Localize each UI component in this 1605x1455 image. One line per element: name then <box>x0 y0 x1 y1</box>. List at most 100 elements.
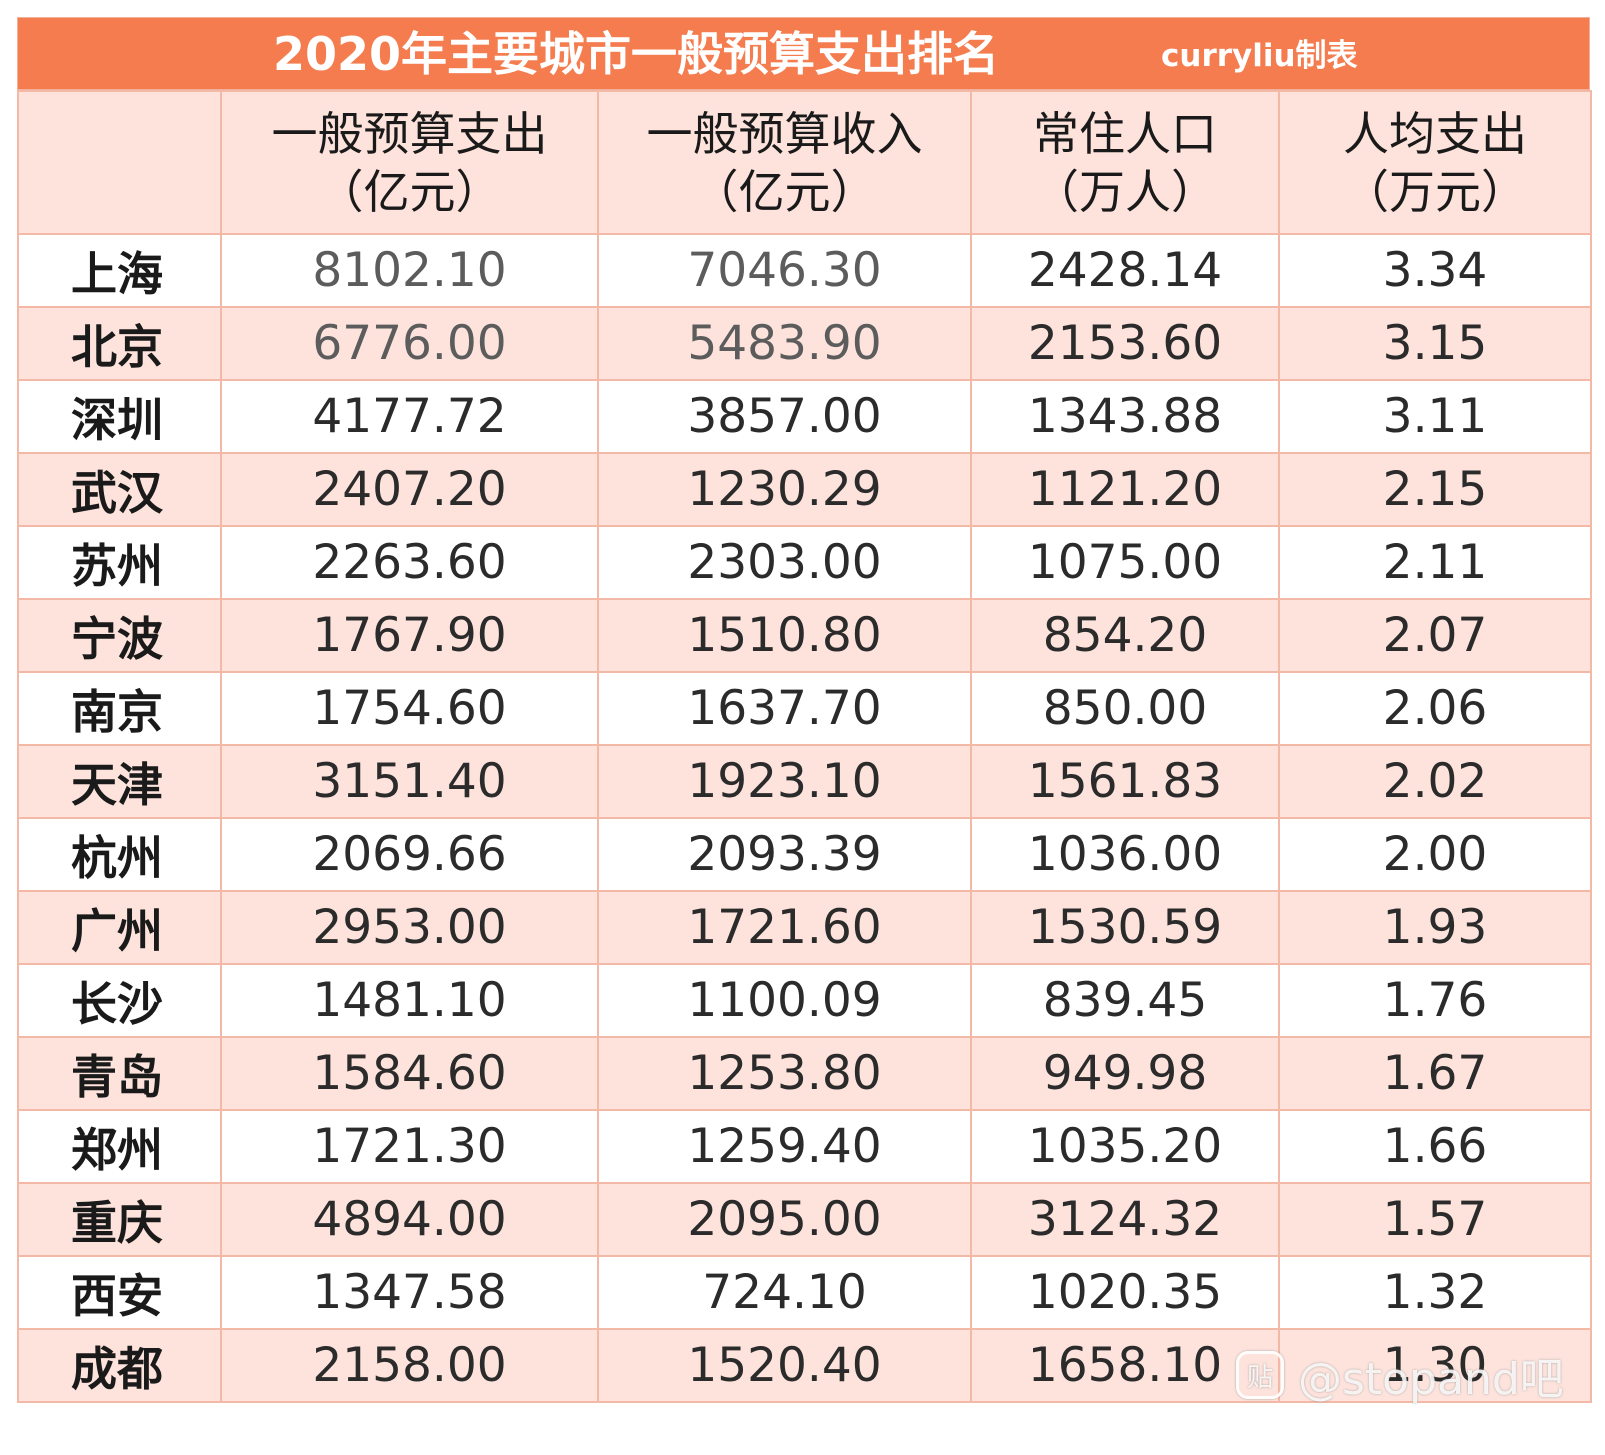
cell-city: 杭州 <box>17 817 222 892</box>
cell-revenue: 1520.40 <box>597 1328 972 1403</box>
cell-per-capita: 3.15 <box>1278 306 1592 381</box>
table-row: 北京 6776.00 5483.90 2153.60 3.15 <box>17 306 1592 381</box>
table-row: 南京 1754.60 1637.70 850.00 2.06 <box>17 671 1592 746</box>
cell-city: 广州 <box>17 890 222 965</box>
cell-population: 3124.32 <box>970 1182 1280 1257</box>
cell-per-capita: 2.02 <box>1278 744 1592 819</box>
cell-city: 青岛 <box>17 1036 222 1111</box>
title-bar: 2020年主要城市一般预算支出排名 curryliu制表 <box>17 17 1590 90</box>
table-title: 2020年主要城市一般预算支出排名 <box>273 27 1000 81</box>
budget-table: 一般预算支出 （亿元） 一般预算收入 （亿元） 常住人口 （万人） 人均支出 （… <box>17 90 1592 1403</box>
cell-population: 2153.60 <box>970 306 1280 381</box>
cell-city: 宁波 <box>17 598 222 673</box>
header-label: 一般预算支出 <box>271 106 548 161</box>
table-credit: curryliu制表 <box>1161 38 1358 74</box>
table-row: 广州 2953.00 1721.60 1530.59 1.93 <box>17 890 1592 965</box>
header-unit: （万人） <box>1033 164 1217 219</box>
cell-expenditure: 2158.00 <box>220 1328 599 1403</box>
cell-population: 1036.00 <box>970 817 1280 892</box>
header-label: 一般预算收入 <box>646 106 923 161</box>
table-row: 青岛 1584.60 1253.80 949.98 1.67 <box>17 1036 1592 1111</box>
cell-revenue: 1923.10 <box>597 744 972 819</box>
cell-expenditure: 4177.72 <box>220 379 599 454</box>
cell-per-capita: 2.11 <box>1278 525 1592 600</box>
cell-expenditure: 2069.66 <box>220 817 599 892</box>
cell-city: 苏州 <box>17 525 222 600</box>
table-row: 杭州 2069.66 2093.39 1036.00 2.00 <box>17 817 1592 892</box>
cell-population: 854.20 <box>970 598 1280 673</box>
cell-per-capita: 2.15 <box>1278 452 1592 527</box>
header-cell-population: 常住人口 （万人） <box>970 90 1280 235</box>
cell-population: 1020.35 <box>970 1255 1280 1330</box>
header-unit: （亿元） <box>317 164 502 219</box>
cell-per-capita: 1.76 <box>1278 963 1592 1038</box>
cell-per-capita: 2.07 <box>1278 598 1592 673</box>
cell-population: 839.45 <box>970 963 1280 1038</box>
header-label: 人均支出 <box>1343 106 1527 161</box>
cell-revenue: 1721.60 <box>597 890 972 965</box>
cell-expenditure: 1347.58 <box>220 1255 599 1330</box>
header-cell-revenue: 一般预算收入 （亿元） <box>597 90 972 235</box>
cell-population: 2428.14 <box>970 233 1280 308</box>
cell-per-capita: 2.00 <box>1278 817 1592 892</box>
cell-population: 1530.59 <box>970 890 1280 965</box>
cell-population: 949.98 <box>970 1036 1280 1111</box>
cell-expenditure: 1767.90 <box>220 598 599 673</box>
header-label: 常住人口 <box>1033 106 1217 161</box>
cell-revenue: 2093.39 <box>597 817 972 892</box>
table-row: 郑州 1721.30 1259.40 1035.20 1.66 <box>17 1109 1592 1184</box>
cell-revenue: 724.10 <box>597 1255 972 1330</box>
cell-revenue: 2095.00 <box>597 1182 972 1257</box>
cell-expenditure: 1754.60 <box>220 671 599 746</box>
cell-per-capita: 1.67 <box>1278 1036 1592 1111</box>
cell-city: 上海 <box>17 233 222 308</box>
cell-population: 1658.10 <box>970 1328 1280 1403</box>
cell-city: 南京 <box>17 671 222 746</box>
table-row: 天津 3151.40 1923.10 1561.83 2.02 <box>17 744 1592 819</box>
cell-revenue: 1253.80 <box>597 1036 972 1111</box>
cell-revenue: 1637.70 <box>597 671 972 746</box>
cell-city: 郑州 <box>17 1109 222 1184</box>
cell-per-capita: 3.34 <box>1278 233 1592 308</box>
table-row: 深圳 4177.72 3857.00 1343.88 3.11 <box>17 379 1592 454</box>
header-cell-corner <box>17 90 222 235</box>
cell-city: 长沙 <box>17 963 222 1038</box>
cell-city: 成都 <box>17 1328 222 1403</box>
tieba-logo-icon: 贴 <box>1236 1351 1284 1399</box>
table-body: 上海 8102.10 7046.30 2428.14 3.34 北京 6776.00 5483… <box>17 233 1592 1403</box>
cell-revenue: 1259.40 <box>597 1109 972 1184</box>
cell-expenditure: 3151.40 <box>220 744 599 819</box>
cell-expenditure: 8102.10 <box>220 233 599 308</box>
watermark: 贴 @stopand吧 <box>1236 1347 1564 1405</box>
cell-expenditure: 6776.00 <box>220 306 599 381</box>
cell-expenditure: 2263.60 <box>220 525 599 600</box>
cell-revenue: 2303.00 <box>597 525 972 600</box>
cell-revenue: 3857.00 <box>597 379 972 454</box>
cell-per-capita: 1.32 <box>1278 1255 1592 1330</box>
cell-expenditure: 2407.20 <box>220 452 599 527</box>
cell-population: 1561.83 <box>970 744 1280 819</box>
cell-expenditure: 1481.10 <box>220 963 599 1038</box>
table-row: 武汉 2407.20 1230.29 1121.20 2.15 <box>17 452 1592 527</box>
cell-expenditure: 4894.00 <box>220 1182 599 1257</box>
cell-revenue: 1230.29 <box>597 452 972 527</box>
cell-population: 1121.20 <box>970 452 1280 527</box>
header-unit: （万元） <box>1343 164 1527 219</box>
cell-city: 西安 <box>17 1255 222 1330</box>
cell-revenue: 7046.30 <box>597 233 972 308</box>
table-row: 成都 2158.00 1520.40 1658.10 1.30 <box>17 1328 1592 1403</box>
table-row: 重庆 4894.00 2095.00 3124.32 1.57 <box>17 1182 1592 1257</box>
cell-population: 1343.88 <box>970 379 1280 454</box>
table-row: 西安 1347.58 724.10 1020.35 1.32 <box>17 1255 1592 1330</box>
table-row: 长沙 1481.10 1100.09 839.45 1.76 <box>17 963 1592 1038</box>
cell-city: 重庆 <box>17 1182 222 1257</box>
cell-per-capita: 1.57 <box>1278 1182 1592 1257</box>
cell-revenue: 1100.09 <box>597 963 972 1038</box>
cell-per-capita: 3.11 <box>1278 379 1592 454</box>
cell-population: 850.00 <box>970 671 1280 746</box>
header-cell-per-capita: 人均支出 （万元） <box>1278 90 1592 235</box>
cell-population: 1075.00 <box>970 525 1280 600</box>
cell-population: 1035.20 <box>970 1109 1280 1184</box>
cell-per-capita: 1.66 <box>1278 1109 1592 1184</box>
header-cell-expenditure: 一般预算支出 （亿元） <box>220 90 599 235</box>
